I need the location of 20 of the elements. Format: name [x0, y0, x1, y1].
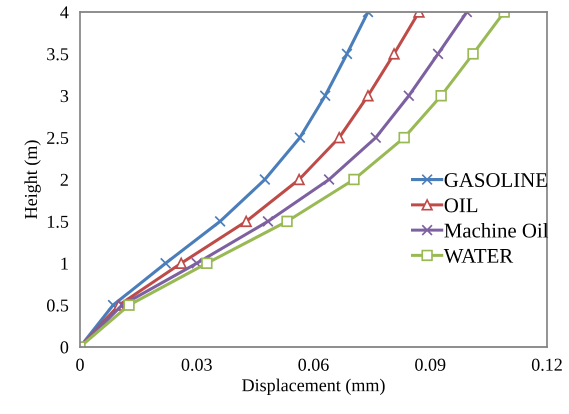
legend-label: WATER [444, 248, 514, 263]
legend-label: GASOLINE [444, 173, 547, 188]
y-tick-label: 0.5 [47, 299, 68, 312]
x-tick-label: 0.06 [298, 358, 329, 371]
y-tick-label: 1.5 [48, 216, 68, 228]
y-tick-label: 3.5 [47, 48, 68, 60]
y-tick-label: 0 [60, 341, 68, 354]
y-tick-label: 3 [60, 90, 68, 102]
y-axis-title: Height (m) [24, 140, 41, 219]
y-tick-label: 4 [60, 6, 69, 18]
x-tick-label: 0.09 [415, 358, 446, 371]
y-tick-label: 2 [60, 174, 68, 186]
x-tick-label: 0.12 [532, 358, 562, 371]
x-tick-label: 0 [76, 358, 84, 371]
legend-label: Machine Oil [444, 222, 548, 238]
y-tick-label: 1 [61, 258, 68, 270]
legend-label: OIL [444, 198, 478, 212]
y-tick-label: 2.5 [47, 132, 68, 144]
x-axis-title: Displacement (mm) [242, 378, 385, 396]
x-tick-label: 0.03 [182, 358, 212, 371]
